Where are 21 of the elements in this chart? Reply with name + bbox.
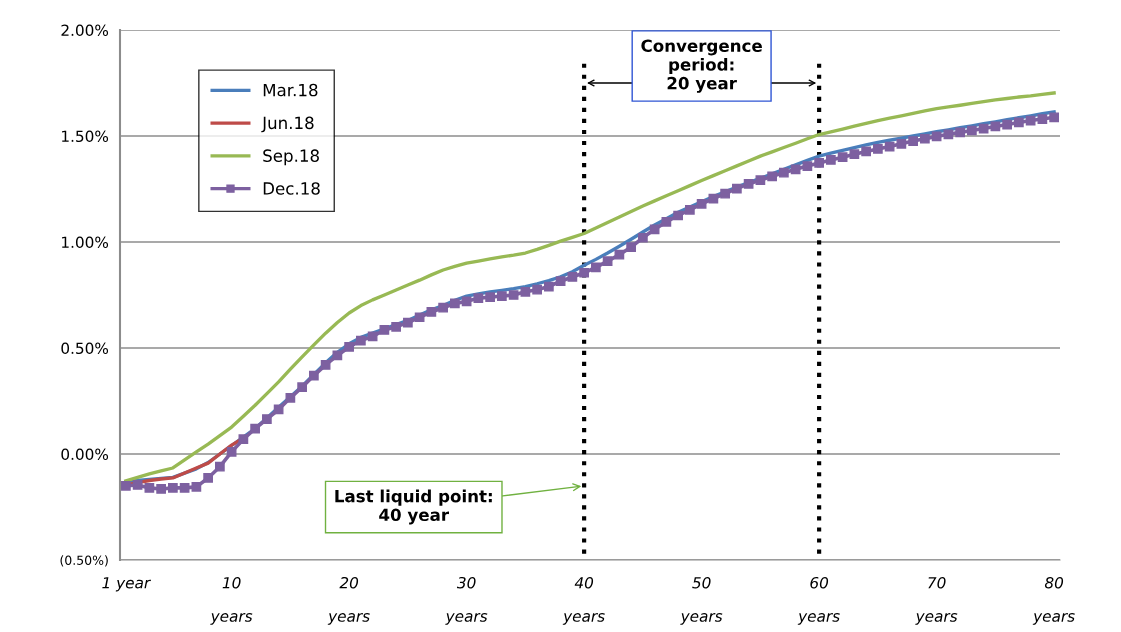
legend-label: Mar.18 — [263, 83, 318, 97]
y-tick-label: 1.50% — [62, 130, 109, 143]
y-tick-label: 0.00% — [61, 448, 109, 461]
annotation: Last liquid point: 40 year — [335, 489, 492, 525]
category-label: 20 years — [327, 576, 370, 625]
legend-label: Sep.18 — [263, 149, 319, 166]
category-label: 40 years — [562, 576, 605, 625]
category-label: 60 years — [797, 576, 840, 625]
x-tick-label: 1 year — [102, 577, 151, 592]
y-tick-label: 1.00% — [62, 236, 109, 249]
category-label: 10 years — [210, 576, 253, 625]
category-label: 70 years — [915, 576, 958, 625]
category-label: 80 years — [1032, 576, 1075, 625]
y-tick-label: (0.50%) — [60, 555, 108, 567]
annotation: Convergence period: 20 year — [641, 39, 762, 93]
legend-label: Dec.18 — [263, 182, 320, 195]
category-label: 30 years — [445, 576, 488, 625]
legend-label: Jun.18 — [261, 116, 314, 133]
y-tick-label: 0.50% — [61, 342, 109, 355]
y-tick-label: 2.00% — [61, 24, 109, 37]
category-label: 50 years — [680, 576, 723, 625]
